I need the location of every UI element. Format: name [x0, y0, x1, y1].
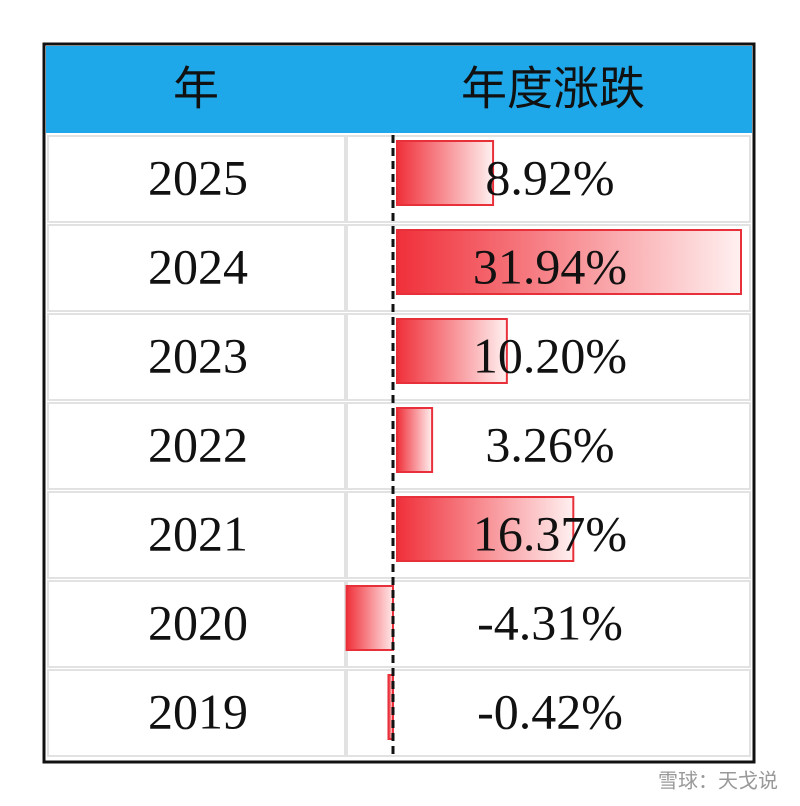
change-cell: -4.31%: [477, 594, 623, 650]
header-cell: 年: [173, 62, 219, 116]
year-cell: 2021: [148, 505, 248, 561]
watermark: 雪球：天戈说: [658, 769, 778, 793]
header-cell: 年度涨跌: [461, 62, 645, 116]
data-bar: [396, 318, 508, 384]
data-bar: [396, 496, 575, 562]
cell-border: [346, 669, 751, 757]
data-bar: [396, 140, 495, 206]
cell-border: [47, 313, 346, 401]
cell-border: [47, 491, 346, 579]
data-bar: [396, 229, 742, 295]
year-cell: 2025: [148, 149, 248, 205]
cell-border: [346, 313, 751, 401]
cell-border: [346, 491, 751, 579]
year-cell: 2019: [148, 683, 248, 739]
data-bar: [396, 407, 434, 473]
year-cell: 2024: [148, 238, 248, 294]
change-cell: 8.92%: [485, 149, 614, 205]
cell-border: [346, 402, 751, 490]
cell-border: [346, 224, 751, 312]
cell-border: [47, 669, 346, 757]
change-cell: 31.94%: [473, 238, 627, 294]
header-bg: [46, 46, 752, 133]
year-cell: 2022: [148, 416, 248, 472]
cell-border: [346, 135, 751, 223]
change-cell: -0.42%: [477, 683, 623, 739]
data-bar: [345, 585, 395, 651]
change-cell: 16.37%: [473, 505, 627, 561]
cell-border: [47, 224, 346, 312]
cell-border: [47, 135, 346, 223]
cell-border: [47, 580, 346, 668]
cell-border: [47, 402, 346, 490]
change-cell: 3.26%: [485, 416, 614, 472]
year-cell: 2020: [148, 594, 248, 650]
change-cell: 10.20%: [473, 327, 627, 383]
year-cell: 2023: [148, 327, 248, 383]
